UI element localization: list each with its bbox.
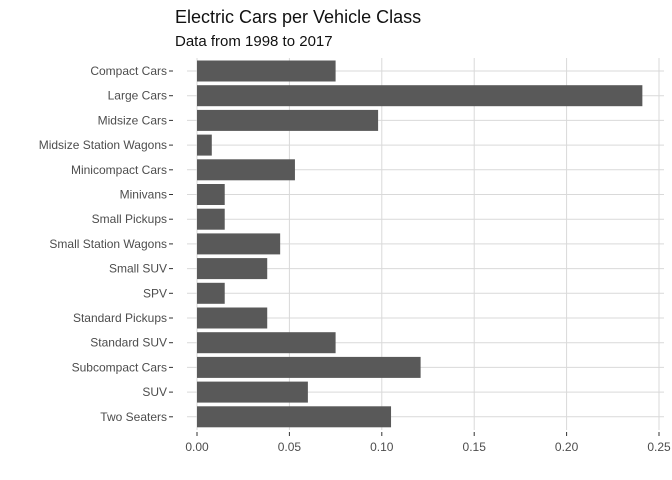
bar [197,381,308,403]
chart-title: Electric Cars per Vehicle Class [175,7,422,27]
x-tick-label: 0.10 [370,440,394,454]
bar [197,109,379,131]
bar [197,282,225,304]
bars [197,60,643,428]
bar [197,332,336,354]
bar [197,307,268,329]
category-label: Standard Pickups [73,311,167,325]
category-label: Small Station Wagons [49,237,167,251]
bar [197,184,225,205]
chart-subtitle: Data from 1998 to 2017 [175,33,333,50]
x-tick-label: 0.25 [647,440,671,454]
bar [197,356,421,378]
bar [197,258,268,280]
x-axis-ticks: 0.00 0.05 0.10 0.15 0.20 0.25 [185,432,671,454]
category-label: Small Pickups [92,212,167,226]
category-label: Minicompact Cars [71,163,167,177]
category-label: Standard SUV [90,336,167,350]
category-label: Large Cars [108,89,167,103]
bar [197,208,225,230]
category-label: Subcompact Cars [72,360,167,374]
category-label: Midsize Station Wagons [39,138,167,152]
bar [197,60,336,82]
x-tick-label: 0.05 [278,440,302,454]
category-label: Two Seaters [100,410,167,424]
x-tick-label: 0.00 [185,440,209,454]
category-label: SPV [143,286,167,300]
bar [197,134,212,156]
category-label: Midsize Cars [98,113,167,127]
x-tick-label: 0.20 [555,440,579,454]
category-labels: Compact Cars Large Cars Midsize Cars Midsiz… [39,64,173,424]
category-label: Small SUV [109,262,167,276]
category-label: SUV [142,385,167,399]
x-tick-label: 0.15 [463,440,487,454]
bar [197,159,295,181]
category-label: Compact Cars [90,64,167,78]
bar [197,233,281,255]
category-label: Minivans [120,188,167,202]
bar [197,85,643,107]
bar [197,406,392,428]
